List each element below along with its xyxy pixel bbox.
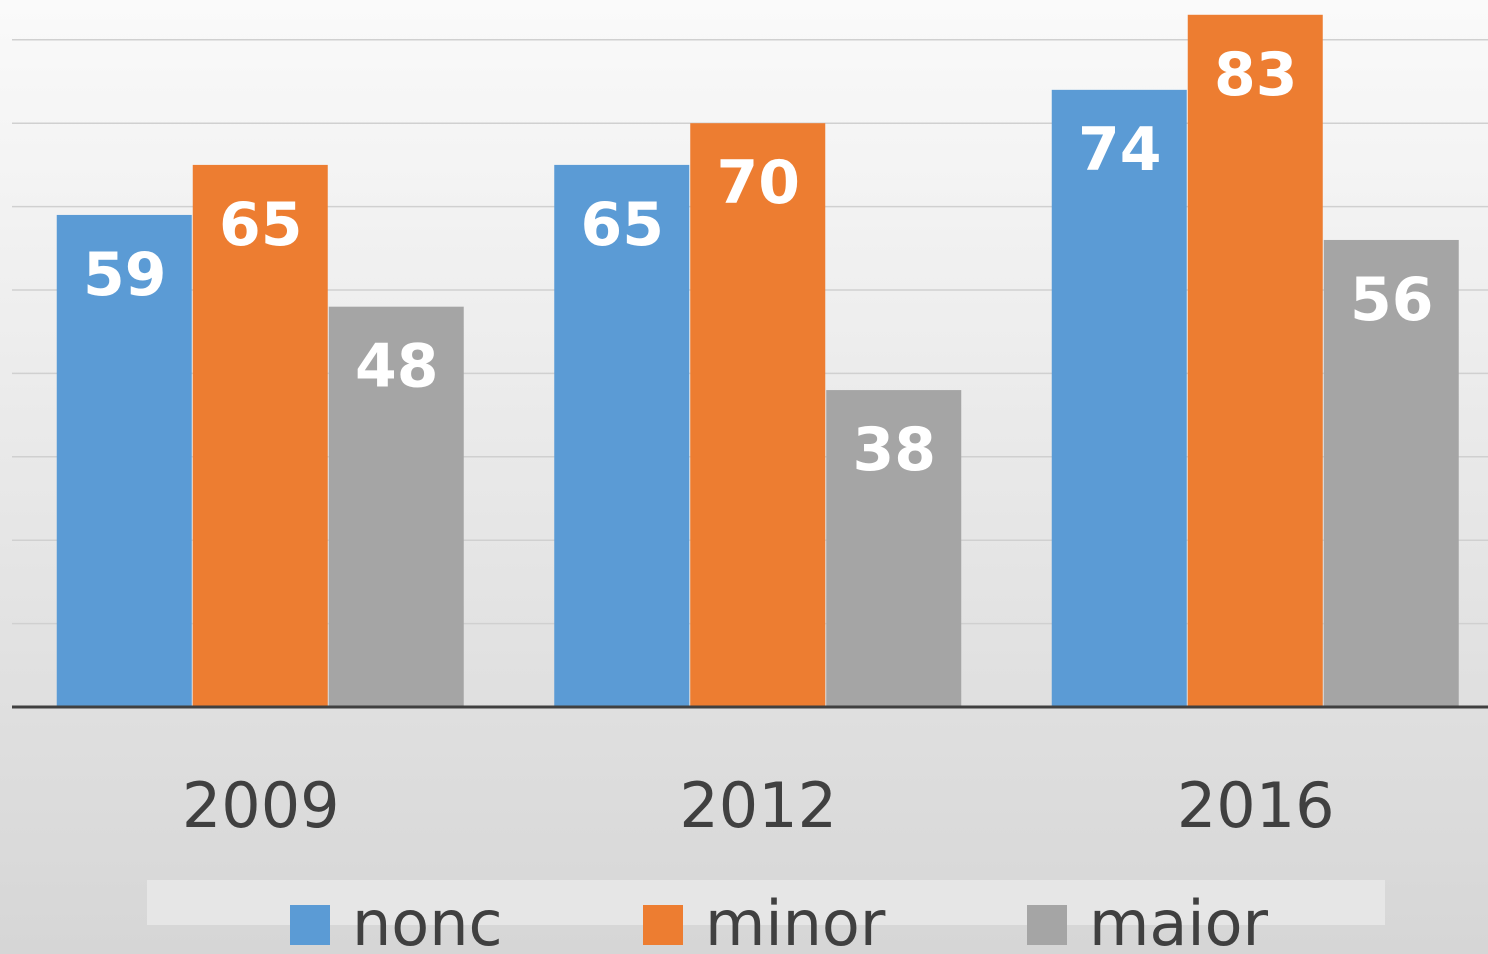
bar: [56, 214, 192, 707]
bar: [328, 306, 464, 707]
bar: [1187, 14, 1323, 707]
bar: [1323, 239, 1459, 707]
data-label: 74: [1078, 115, 1162, 185]
data-label: 83: [1214, 40, 1298, 110]
bar: [826, 390, 962, 707]
legend-label: maior: [1089, 887, 1269, 954]
bar: [690, 123, 826, 707]
bar: [1051, 89, 1187, 708]
legend-box: [147, 880, 1385, 925]
legend-swatch: [1027, 905, 1067, 945]
data-label: 59: [83, 240, 167, 310]
data-label: 56: [1350, 265, 1434, 335]
legend-swatch: [290, 905, 330, 945]
data-label: 70: [717, 148, 801, 218]
x-tick-label: 2012: [679, 769, 837, 842]
data-label: 65: [581, 190, 665, 260]
data-label: 48: [355, 332, 439, 402]
x-tick-label: 2009: [182, 769, 340, 842]
bar: [554, 164, 690, 707]
data-label: 38: [853, 415, 937, 485]
legend-label: minor: [705, 887, 886, 954]
legend-label: nonc: [352, 887, 503, 954]
legend-swatch: [643, 905, 683, 945]
bar: [192, 164, 328, 707]
x-tick-label: 2016: [1177, 769, 1335, 842]
data-label: 65: [219, 190, 303, 260]
